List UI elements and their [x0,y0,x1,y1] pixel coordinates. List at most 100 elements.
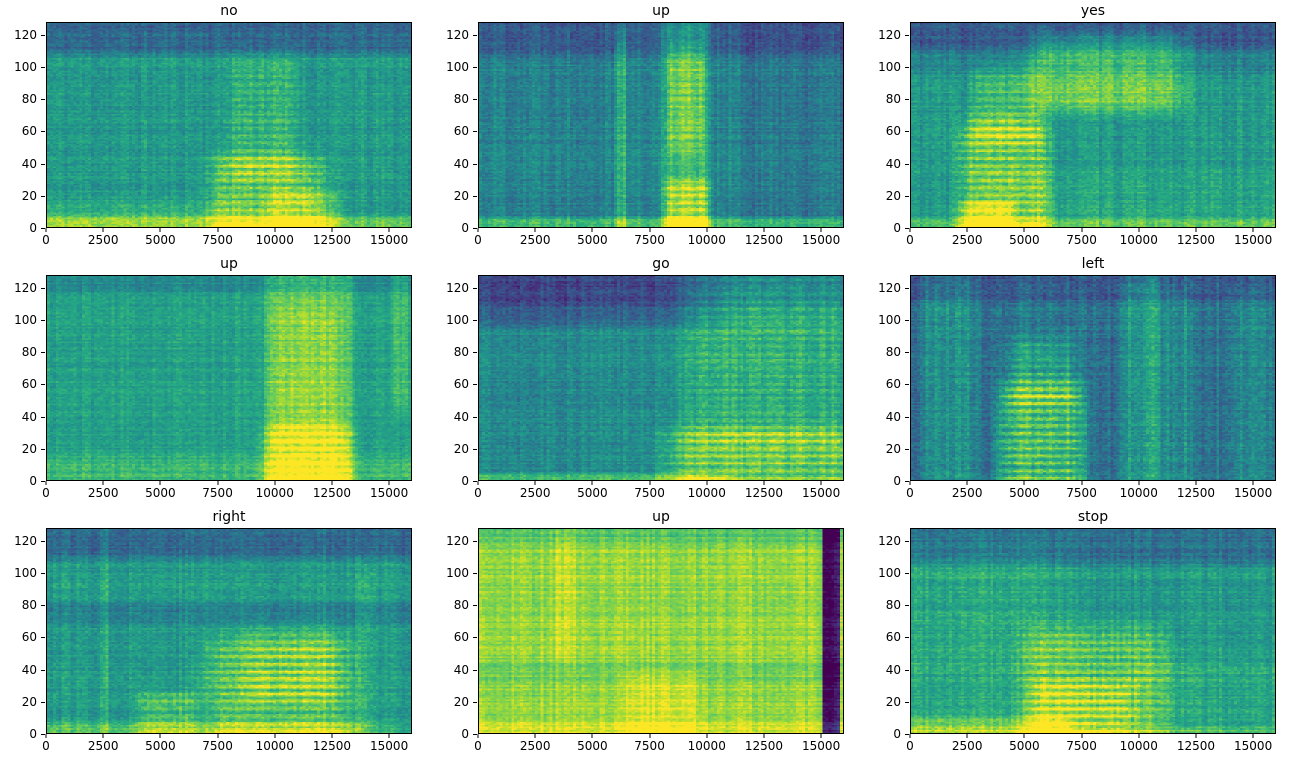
x-tick-mark [1023,228,1025,232]
y-tick-label: 100 [878,566,901,581]
x-tick-mark [1252,734,1254,738]
x-tick-mark [45,734,47,738]
subplot-title: no [220,3,238,19]
x-tick-label: 0 [906,233,914,247]
y-axis: 0 20 40 60 80 100 120 [864,22,910,235]
x-tick-label: 5000 [1009,739,1040,753]
subplot-title: go [652,256,670,272]
x-tick-label: 10000 [255,739,294,753]
x-tick-label: 12500 [1176,233,1216,247]
x-tick-label: 10000 [687,486,726,500]
y-tick-label: 80 [453,598,469,613]
x-tick-mark [534,734,536,738]
x-tick-label: 10000 [687,739,726,753]
y-tick-mark [41,287,45,289]
y-tick-label: 60 [885,124,901,139]
x-tick-label: 15000 [1234,233,1273,247]
x-tick-label: 7500 [1066,233,1097,247]
y-tick-label: 120 [446,533,469,548]
y-tick-mark [473,540,477,542]
y-tick-mark [473,228,477,229]
plot-frame [46,22,412,228]
y-tick-label: 60 [453,124,469,139]
y-tick-mark [905,540,909,542]
x-tick-mark [706,481,708,485]
x-tick-label: 5000 [145,486,176,500]
x-axis: 0 2500 5000 7500 10000 12500 15000 [906,228,1276,252]
x-axis: 0 2500 5000 7500 10000 12500 15000 [42,481,412,505]
y-tick-mark [41,448,45,450]
y-tick-mark [473,481,477,482]
y-tick-label: 60 [21,630,37,645]
x-tick-label: 12500 [312,233,352,247]
spectrogram-image [47,529,411,733]
x-tick-mark [1081,481,1083,485]
x-tick-label: 7500 [1066,739,1097,753]
y-tick-label: 100 [446,60,469,75]
y-tick-mark [905,131,909,133]
y-tick-mark [473,67,477,69]
y-tick-label: 20 [453,441,469,456]
y-tick-mark [41,573,45,575]
x-tick-label: 5000 [1009,486,1040,500]
plot-frame [478,528,844,734]
spectrogram-image [479,23,843,227]
y-tick-label: 80 [885,598,901,613]
x-tick-label: 15000 [802,739,841,753]
y-tick-label: 60 [885,377,901,392]
y-axis: 0 20 40 60 80 100 120 [0,528,46,741]
y-tick-label: 20 [453,188,469,203]
subplot-title: yes [1080,3,1106,19]
subplot-title: stop [1077,509,1109,525]
y-tick-mark [41,34,45,36]
x-axis: 0 2500 5000 7500 10000 12500 15000 [474,481,844,505]
x-tick-label: 12500 [744,233,784,247]
y-tick-label: 20 [21,694,37,709]
y-tick-mark [41,195,45,197]
subplot-title: right [212,509,246,525]
y-tick-label: 40 [453,409,469,424]
y-tick-mark [473,416,477,418]
x-tick-mark [1138,481,1140,485]
x-tick-label: 0 [474,233,482,247]
x-axis: 0 2500 5000 7500 10000 12500 15000 [474,734,844,758]
x-tick-mark [1195,228,1197,232]
x-tick-label: 2500 [519,233,551,247]
y-axis: 0 20 40 60 80 100 120 [0,275,46,488]
y-tick-label: 20 [21,188,37,203]
plot-frame [478,275,844,481]
x-tick-mark [477,481,479,485]
x-axis: 0 2500 5000 7500 10000 12500 15000 [42,228,412,252]
y-tick-label: 40 [453,156,469,171]
spectrogram-image [479,276,843,480]
x-tick-mark [274,228,276,232]
y-tick-mark [473,320,477,322]
x-tick-label: 0 [474,739,482,753]
x-tick-label: 0 [474,486,482,500]
y-tick-mark [41,384,45,386]
x-tick-mark [1195,734,1197,738]
x-tick-mark [909,481,911,485]
y-tick-label: 20 [885,441,901,456]
y-tick-mark [473,669,477,671]
x-tick-label: 10000 [687,233,726,247]
x-tick-mark [217,228,219,232]
x-tick-label: 5000 [145,739,176,753]
x-tick-mark [591,228,593,232]
y-tick-label: 60 [453,377,469,392]
y-tick-label: 100 [878,313,901,328]
y-tick-mark [41,605,45,607]
x-tick-label: 7500 [634,233,665,247]
y-tick-label: 0 [893,474,901,488]
x-tick-mark [388,734,390,738]
y-tick-mark [905,605,909,607]
y-tick-label: 60 [21,124,37,139]
y-tick-label: 100 [878,60,901,75]
x-tick-mark [1081,228,1083,232]
x-tick-label: 2500 [519,486,551,500]
y-tick-label: 60 [453,630,469,645]
y-tick-mark [905,701,909,703]
x-tick-label: 5000 [577,486,608,500]
y-tick-mark [41,701,45,703]
spectrogram-subplot: up 0 20 40 60 80 100 120 0 2500 5000 7500 10000 125… [432,0,864,253]
